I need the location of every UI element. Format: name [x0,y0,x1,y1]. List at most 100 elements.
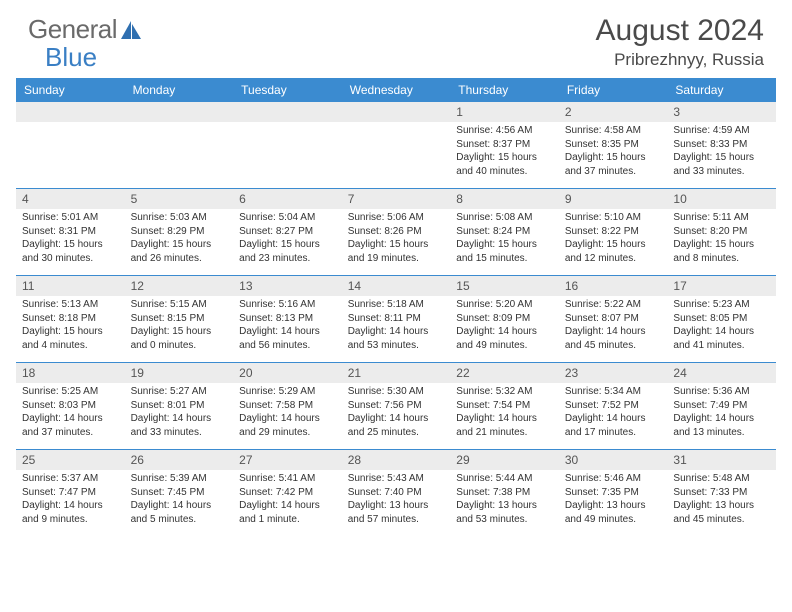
calendar-cell: 11Sunrise: 5:13 AMSunset: 8:18 PMDayligh… [16,276,125,362]
detail-line: Sunset: 7:49 PM [673,399,770,413]
day-details: Sunrise: 5:34 AMSunset: 7:52 PMDaylight:… [559,383,668,443]
detail-line: Sunrise: 4:59 AM [673,124,770,138]
calendar-cell: 12Sunrise: 5:15 AMSunset: 8:15 PMDayligh… [125,276,234,362]
day-details: Sunrise: 5:11 AMSunset: 8:20 PMDaylight:… [667,209,776,269]
detail-line: Daylight: 14 hours [131,412,228,426]
detail-line: Daylight: 15 hours [131,238,228,252]
detail-line: Sunset: 8:03 PM [22,399,119,413]
weekday-label: Monday [125,78,234,102]
detail-line: Sunrise: 5:37 AM [22,472,119,486]
calendar-cell: 9Sunrise: 5:10 AMSunset: 8:22 PMDaylight… [559,189,668,275]
day-number [342,102,451,122]
day-number: 24 [667,363,776,383]
calendar-cell: 21Sunrise: 5:30 AMSunset: 7:56 PMDayligh… [342,363,451,449]
detail-line: and 53 minutes. [456,513,553,527]
calendar-cell: 16Sunrise: 5:22 AMSunset: 8:07 PMDayligh… [559,276,668,362]
detail-line: Daylight: 15 hours [22,238,119,252]
day-number: 12 [125,276,234,296]
detail-line: Daylight: 15 hours [131,325,228,339]
calendar-cell: 3Sunrise: 4:59 AMSunset: 8:33 PMDaylight… [667,102,776,188]
day-details: Sunrise: 5:39 AMSunset: 7:45 PMDaylight:… [125,470,234,530]
calendar-cell [125,102,234,188]
day-number: 29 [450,450,559,470]
detail-line: Sunrise: 5:16 AM [239,298,336,312]
detail-line: Sunrise: 5:23 AM [673,298,770,312]
day-details: Sunrise: 5:20 AMSunset: 8:09 PMDaylight:… [450,296,559,356]
day-number: 14 [342,276,451,296]
detail-line: Sunset: 7:35 PM [565,486,662,500]
detail-line: Sunset: 8:05 PM [673,312,770,326]
calendar-cell: 10Sunrise: 5:11 AMSunset: 8:20 PMDayligh… [667,189,776,275]
day-details: Sunrise: 5:22 AMSunset: 8:07 PMDaylight:… [559,296,668,356]
logo: General [28,14,143,45]
day-number: 31 [667,450,776,470]
detail-line: and 57 minutes. [348,513,445,527]
detail-line: Daylight: 15 hours [673,238,770,252]
detail-line: Daylight: 14 hours [673,325,770,339]
detail-line: Daylight: 14 hours [22,499,119,513]
detail-line: Sunrise: 5:11 AM [673,211,770,225]
weekday-label: Thursday [450,78,559,102]
day-number: 20 [233,363,342,383]
detail-line: Daylight: 14 hours [456,412,553,426]
day-details: Sunrise: 5:03 AMSunset: 8:29 PMDaylight:… [125,209,234,269]
detail-line: Sunset: 8:09 PM [456,312,553,326]
logo-text-1: General [28,14,117,45]
detail-line: Daylight: 14 hours [565,325,662,339]
calendar-cell [342,102,451,188]
detail-line: Daylight: 13 hours [456,499,553,513]
detail-line: Sunset: 8:01 PM [131,399,228,413]
detail-line: Daylight: 14 hours [239,412,336,426]
day-number: 6 [233,189,342,209]
day-number: 4 [16,189,125,209]
day-number: 8 [450,189,559,209]
detail-line: Sunset: 7:40 PM [348,486,445,500]
detail-line: and 13 minutes. [673,426,770,440]
detail-line: Sunset: 8:31 PM [22,225,119,239]
calendar-cell: 5Sunrise: 5:03 AMSunset: 8:29 PMDaylight… [125,189,234,275]
weekday-label: Saturday [667,78,776,102]
calendar-cell: 15Sunrise: 5:20 AMSunset: 8:09 PMDayligh… [450,276,559,362]
day-number: 2 [559,102,668,122]
calendar-cell: 6Sunrise: 5:04 AMSunset: 8:27 PMDaylight… [233,189,342,275]
day-details: Sunrise: 4:56 AMSunset: 8:37 PMDaylight:… [450,122,559,182]
detail-line: and 29 minutes. [239,426,336,440]
day-details: Sunrise: 5:18 AMSunset: 8:11 PMDaylight:… [342,296,451,356]
detail-line: Sunrise: 5:03 AM [131,211,228,225]
detail-line: Sunset: 8:24 PM [456,225,553,239]
detail-line: and 17 minutes. [565,426,662,440]
day-number: 28 [342,450,451,470]
calendar-cell: 19Sunrise: 5:27 AMSunset: 8:01 PMDayligh… [125,363,234,449]
day-number: 25 [16,450,125,470]
detail-line: Sunset: 8:37 PM [456,138,553,152]
calendar-cell [16,102,125,188]
day-number: 5 [125,189,234,209]
detail-line: Sunset: 8:29 PM [131,225,228,239]
detail-line: Sunrise: 5:44 AM [456,472,553,486]
day-number: 19 [125,363,234,383]
detail-line: Daylight: 13 hours [348,499,445,513]
day-details: Sunrise: 5:16 AMSunset: 8:13 PMDaylight:… [233,296,342,356]
detail-line: Sunrise: 5:22 AM [565,298,662,312]
detail-line: Sunset: 8:15 PM [131,312,228,326]
detail-line: Daylight: 13 hours [565,499,662,513]
calendar-week: 4Sunrise: 5:01 AMSunset: 8:31 PMDaylight… [16,188,776,275]
detail-line: and 49 minutes. [456,339,553,353]
detail-line: Sunset: 7:58 PM [239,399,336,413]
page-title: August 2024 [596,14,764,48]
day-details: Sunrise: 5:44 AMSunset: 7:38 PMDaylight:… [450,470,559,530]
calendar-cell: 18Sunrise: 5:25 AMSunset: 8:03 PMDayligh… [16,363,125,449]
day-number: 10 [667,189,776,209]
detail-line: Sunrise: 5:30 AM [348,385,445,399]
calendar-cell: 1Sunrise: 4:56 AMSunset: 8:37 PMDaylight… [450,102,559,188]
detail-line: Daylight: 15 hours [456,238,553,252]
weekday-label: Wednesday [342,78,451,102]
calendar-cell: 25Sunrise: 5:37 AMSunset: 7:47 PMDayligh… [16,450,125,536]
detail-line: Daylight: 14 hours [239,325,336,339]
day-number: 7 [342,189,451,209]
weekday-label: Friday [559,78,668,102]
calendar-cell: 4Sunrise: 5:01 AMSunset: 8:31 PMDaylight… [16,189,125,275]
detail-line: and 25 minutes. [348,426,445,440]
detail-line: and 45 minutes. [565,339,662,353]
detail-line: Daylight: 15 hours [239,238,336,252]
